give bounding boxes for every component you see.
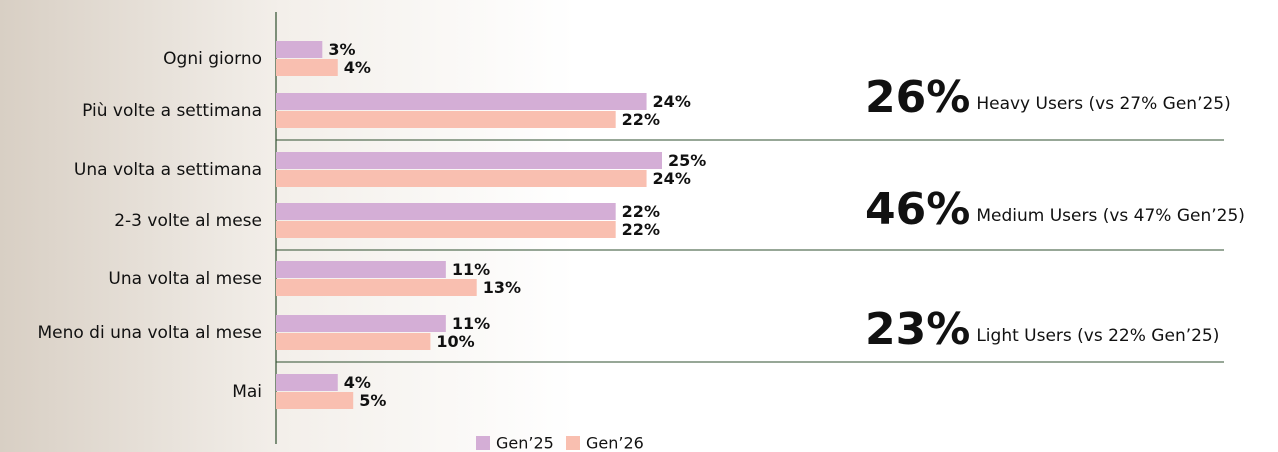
category-label: Ogni giorno (163, 49, 262, 69)
value-label: 4% (344, 58, 371, 77)
bar (276, 41, 323, 58)
category-label: Una volta a settimana (74, 160, 262, 180)
legend-label: Gen’26 (586, 434, 644, 452)
bar (276, 374, 338, 391)
bar (276, 333, 431, 350)
annotation-text: Medium Users (vs 47% Gen’25) (976, 206, 1245, 226)
legend-swatch (566, 436, 580, 450)
bar (276, 111, 616, 128)
bar (276, 279, 477, 296)
value-label: 4% (344, 373, 371, 392)
annotation-text: Light Users (vs 22% Gen’25) (976, 326, 1219, 346)
bar (276, 59, 338, 76)
category-label: Mai (232, 382, 262, 402)
bar (276, 152, 662, 169)
value-label: 5% (359, 391, 386, 410)
bar (276, 221, 616, 238)
bar (276, 261, 446, 278)
category-label: Meno di una volta al mese (37, 323, 262, 343)
bar (276, 93, 647, 110)
category-label: 2-3 volte al mese (114, 211, 262, 231)
value-label: 22% (622, 110, 660, 129)
value-label: 24% (653, 92, 691, 111)
value-label: 22% (622, 202, 660, 221)
annotation: 46% Medium Users (vs 47% Gen’25) (865, 184, 1245, 235)
bar (276, 203, 616, 220)
bar (276, 392, 354, 409)
value-label: 3% (328, 40, 355, 59)
value-label: 11% (452, 260, 490, 279)
value-label: 10% (436, 332, 474, 351)
annotation-text: Heavy Users (vs 27% Gen’25) (976, 94, 1230, 114)
value-label: 25% (668, 151, 706, 170)
category-label: Più volte a settimana (82, 101, 262, 121)
annotation-value: 46% (865, 184, 970, 235)
annotation: 23% Light Users (vs 22% Gen’25) (865, 304, 1219, 355)
bar (276, 315, 446, 332)
annotation: 26% Heavy Users (vs 27% Gen’25) (865, 72, 1231, 123)
annotation-value: 26% (865, 72, 970, 123)
legend-swatch (476, 436, 490, 450)
value-label: 24% (653, 169, 691, 188)
bar (276, 170, 647, 187)
value-label: 11% (452, 314, 490, 333)
annotation-value: 23% (865, 304, 970, 355)
category-label: Una volta al mese (108, 269, 262, 289)
value-label: 13% (483, 278, 521, 297)
value-label: 22% (622, 220, 660, 239)
legend-label: Gen’25 (496, 434, 554, 452)
